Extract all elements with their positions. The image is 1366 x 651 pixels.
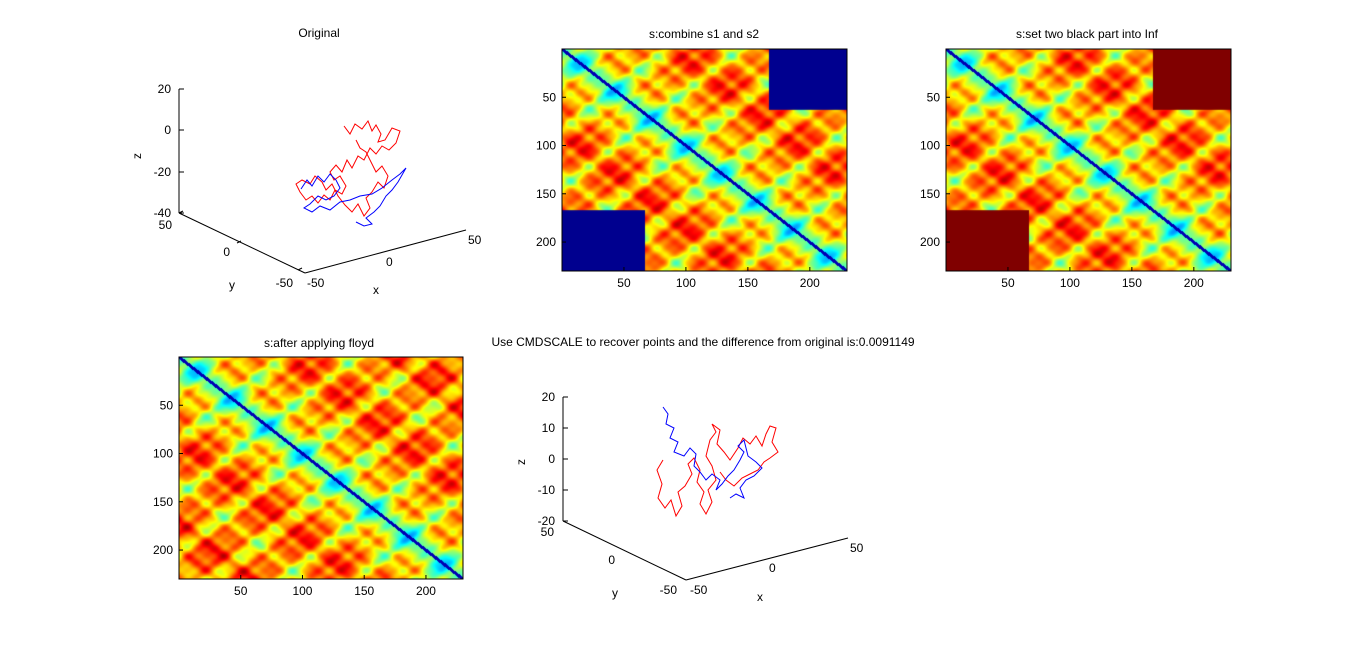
x-tick-label: 150	[1122, 276, 1142, 290]
title-floyd: s:after applying floyd	[264, 336, 374, 350]
y-tick-label: 0	[223, 245, 230, 259]
y-tick-label: 150	[536, 187, 556, 201]
panel-floyd: s:after applying floyd 50 100 150 200 50 100 1…	[153, 336, 463, 598]
y-tick-label: -50	[276, 276, 294, 290]
x-tick-label: 50	[617, 276, 631, 290]
z-tick-label: 0	[164, 123, 171, 137]
title-original: Original	[298, 26, 339, 40]
panel-original: Original 20 0 -20 -40 50 0 -50 -50 0 50 …	[130, 26, 482, 297]
x-tick-label: 200	[416, 584, 436, 598]
x-tick-label: 0	[769, 561, 776, 575]
y-tick-label: 200	[920, 235, 940, 249]
x-ticks: -50 0 50	[307, 233, 482, 290]
x-tick-label: 100	[292, 584, 312, 598]
y-axis-label: y	[229, 278, 235, 292]
y-tick-label: 50	[927, 90, 941, 104]
y-tick-label: 150	[153, 495, 173, 509]
series-blue-curve	[301, 168, 406, 226]
x-tick-label: 150	[354, 584, 374, 598]
y-tick-label: 50	[160, 398, 174, 412]
x-axis-label: x	[373, 283, 379, 297]
x-tick-label: 0	[386, 255, 393, 269]
heatmap-canvas	[179, 357, 463, 579]
x-tick-label: 50	[850, 541, 864, 555]
z-tick-label: -10	[538, 483, 556, 497]
heatmap-canvas	[562, 49, 847, 271]
y-tick-label: 100	[536, 139, 556, 153]
z-tick-label: 20	[158, 82, 172, 96]
y-tick-label: 200	[536, 235, 556, 249]
panel-inf: s:set two black part into Inf 50 100 150 20…	[920, 27, 1231, 290]
x-tick-label: 200	[1184, 276, 1204, 290]
x-tick-label: 50	[234, 584, 248, 598]
x-tick-label: -50	[307, 276, 325, 290]
y-tick-label: 50	[541, 525, 555, 539]
x-tick-label: -50	[690, 583, 708, 597]
x-tick-label: 200	[800, 276, 820, 290]
y-tick-label: -50	[660, 583, 678, 597]
title-inf: s:set two black part into Inf	[1016, 27, 1159, 41]
y-tick-label: 50	[159, 218, 173, 232]
y-tick-label: 100	[920, 139, 940, 153]
x-tick-label: 50	[468, 233, 482, 247]
z-tick-label: 20	[542, 390, 556, 404]
title-cmdscale: Use CMDSCALE to recover points and the d…	[491, 335, 914, 349]
y-ticks: 50 0 -50	[541, 525, 678, 597]
y-tick-label: 50	[543, 90, 557, 104]
x-tick-label: 50	[1001, 276, 1015, 290]
x-axis-label: x	[757, 590, 763, 604]
title-combine: s:combine s1 and s2	[649, 27, 759, 41]
x-axis-line	[686, 538, 848, 580]
z-tick-label: 0	[548, 452, 555, 466]
y-axis-line	[179, 213, 305, 273]
z-tick-label: 10	[542, 421, 556, 435]
y-tick-label: 200	[153, 543, 173, 557]
y-axis-line	[563, 521, 686, 580]
x-ticks: -50 0 50	[690, 541, 864, 597]
x-tick-label: 100	[676, 276, 696, 290]
heatmap-canvas	[946, 49, 1231, 271]
z-tick-label: -20	[154, 165, 172, 179]
y-tick-label: 0	[608, 553, 615, 567]
x-tick-label: 100	[1060, 276, 1080, 290]
z-axis-label: z	[514, 459, 528, 465]
z-axis-label: z	[130, 153, 144, 159]
panel-combine: s:combine s1 and s2 50 100 150 200 50 100 150 2…	[536, 27, 847, 290]
x-tick-label: 150	[738, 276, 758, 290]
panel-cmdscale: Use CMDSCALE to recover points and the d…	[491, 335, 914, 604]
y-tick-label: 100	[153, 447, 173, 461]
y-tick-label: 150	[920, 187, 940, 201]
y-axis-label: y	[612, 586, 618, 600]
